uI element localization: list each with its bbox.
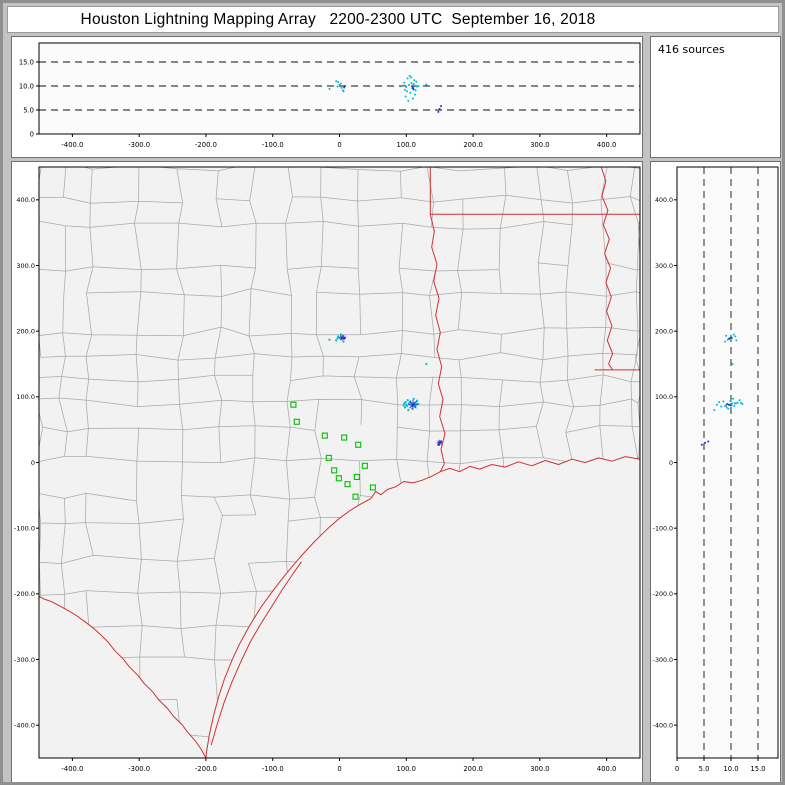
svg-text:0: 0 [669, 460, 673, 467]
svg-text:100.0: 100.0 [397, 765, 416, 773]
svg-text:100.0: 100.0 [16, 393, 35, 401]
svg-text:400.0: 400.0 [597, 765, 616, 773]
svg-text:-200.0: -200.0 [653, 591, 673, 598]
svg-text:10.0: 10.0 [19, 82, 34, 90]
svg-text:15.0: 15.0 [19, 58, 34, 66]
svg-text:200.0: 200.0 [463, 141, 482, 149]
source-count-label: 416 sources [658, 43, 725, 56]
svg-text:-100.0: -100.0 [262, 765, 284, 773]
svg-text:-200.0: -200.0 [14, 590, 35, 598]
plan-view-map-plot[interactable]: -400.0 -300.0 -200.0 -100.0 0 100.0 200.0 300.0… [12, 162, 642, 783]
svg-text:100.0: 100.0 [397, 141, 416, 149]
svg-text:-400.0: -400.0 [653, 723, 673, 730]
plan-view-map-panel[interactable]: -400.0 -300.0 -200.0 -100.0 0 100.0 200.0 300.0… [11, 161, 643, 783]
svg-text:10.0: 10.0 [723, 765, 738, 773]
source-count-panel: 416 sources [650, 36, 781, 158]
svg-text:5.0: 5.0 [23, 106, 34, 114]
svg-text:400.0: 400.0 [16, 196, 35, 204]
svg-text:200.0: 200.0 [655, 329, 673, 336]
svg-text:-400.0: -400.0 [61, 765, 83, 773]
svg-text:400.0: 400.0 [597, 141, 616, 149]
altitude-northsouth-plot[interactable]: 0 5.0 10.0 15.0 400.0 300.0 200.0 100.0 0 -100.0 -… [651, 162, 780, 783]
svg-text:-200.0: -200.0 [195, 765, 217, 773]
altitude-vs-northsouth-panel[interactable]: 0 5.0 10.0 15.0 400.0 300.0 200.0 100.0 0 -100.0 -… [650, 161, 781, 783]
svg-text:-100.0: -100.0 [262, 141, 284, 149]
svg-text:-300.0: -300.0 [128, 141, 150, 149]
svg-text:15.0: 15.0 [750, 765, 765, 773]
title-bar: Houston Lightning Mapping Array 2200-230… [7, 6, 779, 33]
svg-text:300.0: 300.0 [655, 263, 673, 270]
svg-text:300.0: 300.0 [530, 141, 549, 149]
window-title: Houston Lightning Mapping Array 2200-230… [80, 10, 596, 28]
svg-text:-100.0: -100.0 [653, 526, 673, 533]
svg-text:0: 0 [675, 765, 679, 773]
svg-text:200.0: 200.0 [16, 328, 35, 336]
svg-text:300.0: 300.0 [16, 262, 35, 270]
svg-text:300.0: 300.0 [530, 765, 549, 773]
altitude-vs-eastwest-panel[interactable]: -400.0 -300.0 -200.0 -100.0 0 100.0 200.0 300.0… [11, 36, 643, 158]
svg-text:-300.0: -300.0 [128, 765, 150, 773]
svg-text:-100.0: -100.0 [14, 525, 35, 533]
altitude-eastwest-plot[interactable]: -400.0 -300.0 -200.0 -100.0 0 100.0 200.0 300.0… [12, 37, 642, 157]
svg-text:-400.0: -400.0 [61, 141, 83, 149]
svg-text:100.0: 100.0 [655, 394, 673, 401]
svg-text:-300.0: -300.0 [14, 656, 35, 664]
svg-text:0: 0 [30, 130, 34, 138]
svg-text:400.0: 400.0 [655, 197, 673, 204]
svg-text:0: 0 [31, 459, 35, 467]
svg-text:0: 0 [337, 765, 341, 773]
svg-text:-400.0: -400.0 [14, 722, 35, 730]
svg-text:5.0: 5.0 [699, 765, 710, 773]
svg-text:-300.0: -300.0 [653, 657, 673, 664]
svg-text:-200.0: -200.0 [195, 141, 217, 149]
svg-text:200.0: 200.0 [463, 765, 482, 773]
svg-text:0: 0 [337, 141, 341, 149]
